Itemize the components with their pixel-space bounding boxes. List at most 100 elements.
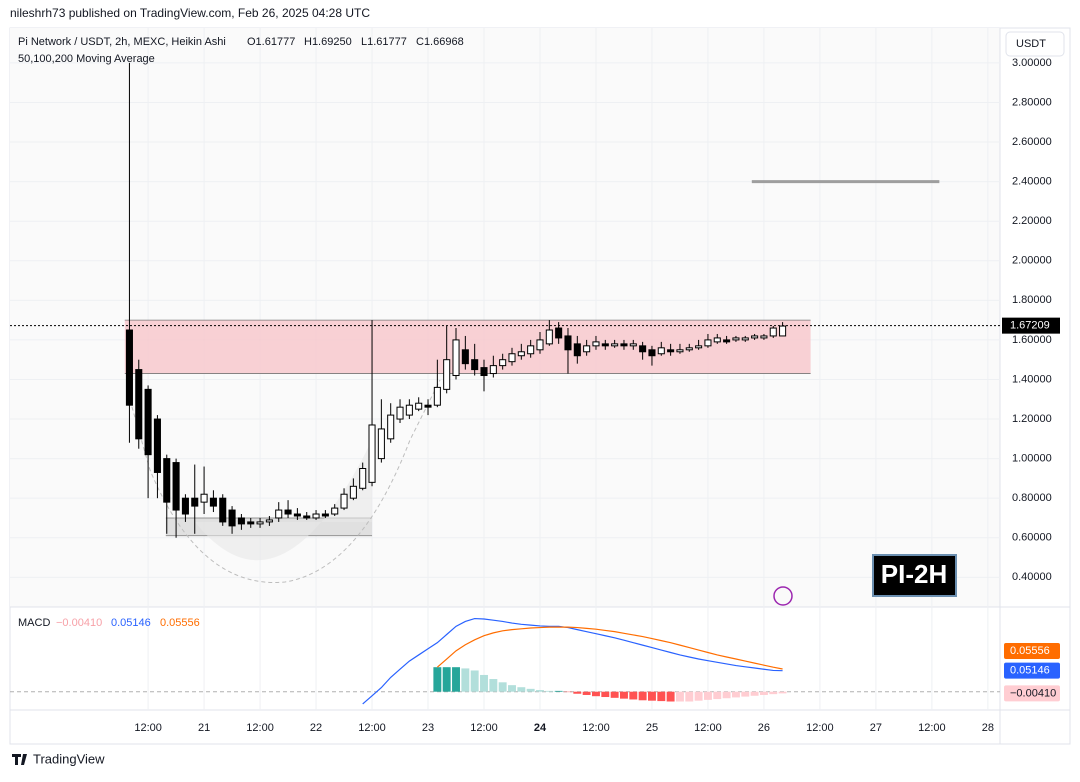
x-tick-label: 21 bbox=[198, 722, 210, 734]
candle-body bbox=[444, 360, 450, 390]
badge: PI-2H bbox=[881, 559, 947, 589]
axis-value-label: 0.05556 bbox=[1010, 645, 1050, 657]
macd-histogram-bar bbox=[433, 667, 441, 692]
candle-body bbox=[285, 510, 291, 514]
macd-histogram-bar bbox=[685, 692, 693, 702]
macd-histogram-bar bbox=[471, 670, 479, 691]
publisher: nileshrh73 published on TradingView.com,… bbox=[10, 6, 370, 20]
candle-body bbox=[453, 340, 459, 376]
candle-body bbox=[341, 494, 347, 508]
symbol: Pi Network / USDT, 2h, MEXC, Heikin Ashi bbox=[18, 36, 226, 48]
candle-body bbox=[210, 498, 216, 506]
candle-body bbox=[724, 340, 730, 342]
axis-value-label: −0.00410 bbox=[1010, 687, 1056, 699]
candle-body bbox=[369, 425, 375, 482]
candle-body bbox=[490, 366, 496, 374]
candle-body bbox=[360, 469, 366, 489]
x-tick-label: 23 bbox=[422, 722, 434, 734]
footer: TradingView bbox=[33, 751, 105, 766]
candle-body bbox=[705, 340, 711, 346]
y-tick-label: 0.40000 bbox=[1012, 571, 1052, 583]
macd-histogram-bar bbox=[601, 692, 609, 697]
y-tick-label: 1.40000 bbox=[1012, 373, 1052, 385]
candle-body bbox=[220, 498, 226, 522]
macd-histogram-bar bbox=[611, 692, 619, 698]
candle-body bbox=[742, 338, 748, 340]
candle-body bbox=[257, 522, 263, 524]
macd-signal-legend: 0.05556 bbox=[160, 617, 200, 629]
y-tick-label: 1.60000 bbox=[1012, 334, 1052, 346]
candle-body bbox=[752, 336, 758, 338]
macd-histogram-bar bbox=[704, 692, 712, 700]
candle-body bbox=[332, 508, 338, 514]
macd-histogram-bar bbox=[489, 679, 497, 692]
macd-histogram-bar bbox=[545, 691, 553, 692]
macd-histogram-bar bbox=[676, 692, 684, 702]
candle-body bbox=[425, 405, 431, 407]
candle-body bbox=[266, 520, 272, 522]
x-tick-label: 26 bbox=[758, 722, 770, 734]
candle-body bbox=[565, 336, 571, 350]
candle-body bbox=[686, 348, 692, 350]
x-tick-label: 12:00 bbox=[358, 722, 386, 734]
macd-histogram-bar bbox=[620, 692, 628, 699]
candle-body bbox=[696, 346, 702, 348]
candle-body bbox=[640, 346, 646, 352]
candle-body bbox=[630, 344, 636, 346]
candle-body bbox=[528, 346, 534, 354]
candle-body bbox=[556, 328, 562, 338]
y-tick-label: 0.80000 bbox=[1012, 492, 1052, 504]
ohlc-open: O1.61777 bbox=[247, 36, 295, 48]
candle-body bbox=[612, 344, 618, 346]
candle-body bbox=[761, 336, 767, 338]
candle-body bbox=[434, 387, 440, 405]
macd-histogram-bar bbox=[583, 692, 591, 695]
candle-body bbox=[649, 350, 655, 356]
macd-histogram-bar bbox=[695, 692, 703, 701]
macd-histogram-bar bbox=[779, 692, 787, 694]
candle-body bbox=[406, 405, 412, 415]
macd-histogram-bar bbox=[592, 692, 600, 696]
candle-body bbox=[294, 514, 300, 516]
y-tick-label: 1.00000 bbox=[1012, 453, 1052, 465]
candle-body bbox=[173, 463, 179, 510]
y-tick-label: 1.20000 bbox=[1012, 413, 1052, 425]
macd-histogram-bar bbox=[499, 682, 507, 691]
candle-body bbox=[668, 350, 674, 352]
macd-histogram-bar bbox=[723, 692, 731, 699]
axis-value-label: 0.05146 bbox=[1010, 665, 1050, 677]
macd-histogram-bar bbox=[657, 692, 665, 701]
macd-histogram-bar bbox=[527, 689, 535, 692]
macd-histogram-bar bbox=[555, 691, 563, 692]
y-tick-label: 0.60000 bbox=[1012, 532, 1052, 544]
candle-body bbox=[574, 344, 580, 356]
macd-histogram-bar bbox=[648, 692, 656, 701]
y-tick-label: 1.80000 bbox=[1012, 294, 1052, 306]
x-tick-label: 25 bbox=[646, 722, 658, 734]
macd-histogram-bar bbox=[573, 692, 581, 694]
y-tick-label: 2.20000 bbox=[1012, 215, 1052, 227]
candle-body bbox=[621, 344, 627, 346]
x-tick-label: 27 bbox=[870, 722, 882, 734]
macd-histogram-bar bbox=[517, 687, 525, 691]
last-price-label: 1.67209 bbox=[1010, 320, 1050, 332]
y-tick-label: 2.40000 bbox=[1012, 176, 1052, 188]
candle-body bbox=[416, 403, 422, 409]
candle-body bbox=[145, 389, 151, 454]
candle-body bbox=[304, 516, 310, 518]
macd-histogram-bar bbox=[480, 675, 488, 692]
macd-histogram-bar bbox=[443, 667, 451, 692]
macd-line-legend: 0.05146 bbox=[111, 617, 151, 629]
macd-histogram-bar bbox=[667, 692, 675, 702]
y-tick-label: 3.00000 bbox=[1012, 57, 1052, 69]
x-tick-label: 24 bbox=[534, 722, 547, 734]
candle-body bbox=[126, 330, 132, 405]
macd-histogram-bar bbox=[452, 667, 460, 692]
candle-body bbox=[229, 510, 235, 526]
candle-body bbox=[192, 498, 198, 506]
currency: USDT bbox=[1016, 38, 1046, 50]
macd-histogram-bar bbox=[536, 690, 544, 692]
ohlc-close: C1.66968 bbox=[416, 36, 464, 48]
